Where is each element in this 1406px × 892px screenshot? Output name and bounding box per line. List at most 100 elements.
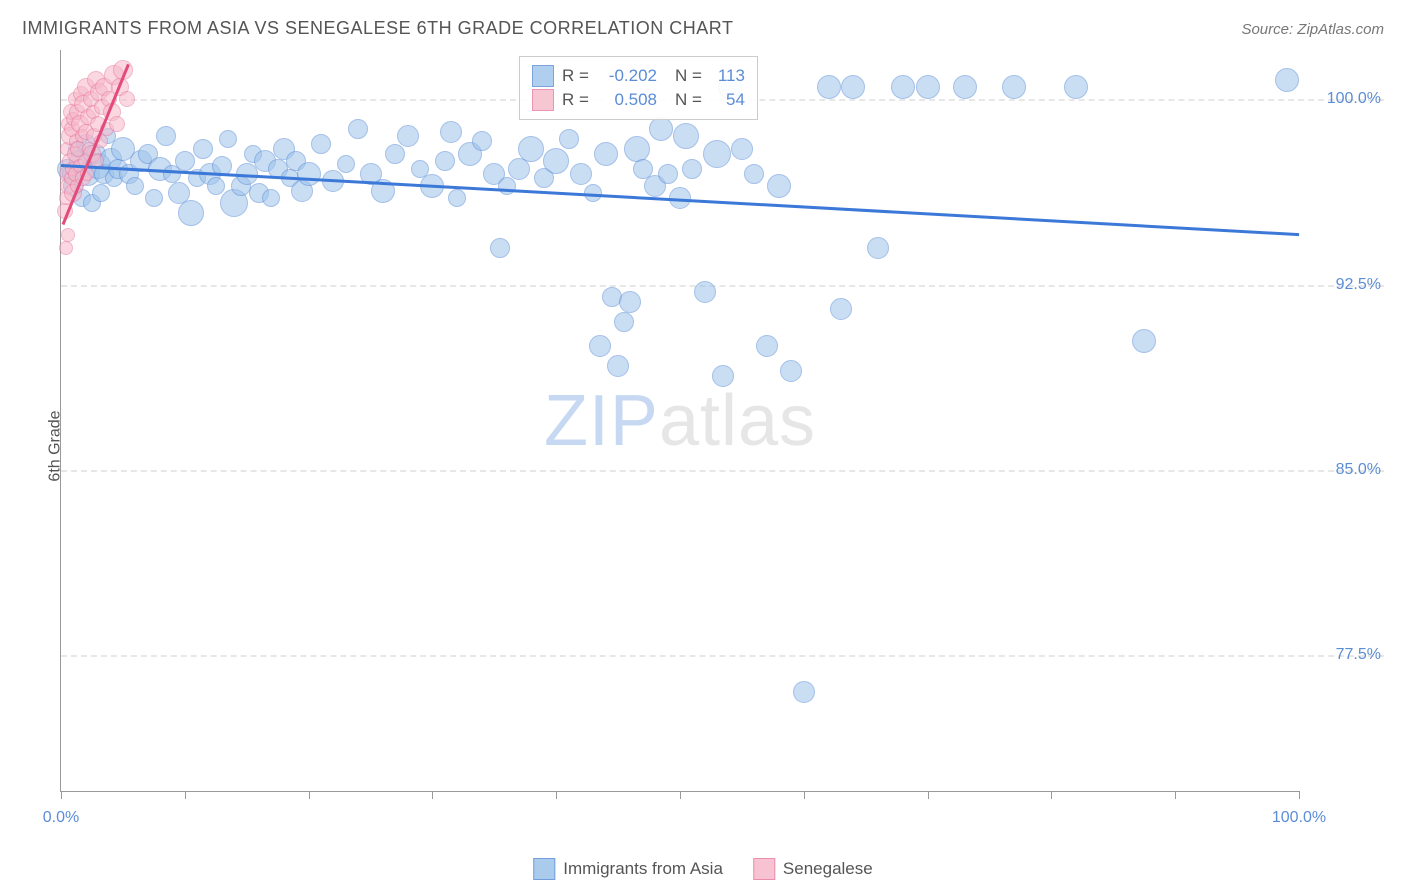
data-point: [682, 159, 702, 179]
x-tick: [804, 791, 805, 799]
x-tick: [309, 791, 310, 799]
legend-swatch: [532, 65, 554, 87]
data-point: [607, 355, 629, 377]
data-point: [61, 228, 75, 242]
data-point: [109, 116, 125, 132]
data-point: [178, 200, 204, 226]
watermark-part2: atlas: [659, 381, 816, 461]
data-point: [619, 291, 641, 313]
x-tick: [1299, 791, 1300, 799]
data-point: [594, 142, 618, 166]
data-point: [793, 681, 815, 703]
data-point: [472, 131, 492, 151]
data-point: [756, 335, 778, 357]
data-point: [559, 129, 579, 149]
data-point: [297, 162, 321, 186]
legend-n-label: N =: [675, 90, 702, 110]
x-tick: [1051, 791, 1052, 799]
x-tick-label: 100.0%: [1272, 809, 1326, 827]
legend-swatch: [533, 858, 555, 880]
data-point: [767, 174, 791, 198]
data-point: [1002, 75, 1026, 99]
data-point: [397, 125, 419, 147]
legend-r-label: R =: [562, 66, 589, 86]
legend-swatch: [753, 858, 775, 880]
grid-line: [61, 470, 1384, 472]
x-tick: [556, 791, 557, 799]
legend-n-label: N =: [675, 66, 702, 86]
data-point: [649, 117, 673, 141]
legend-swatch: [532, 89, 554, 111]
correlation-legend: R = -0.202N = 113R = 0.508N = 54: [519, 56, 758, 120]
data-point: [435, 151, 455, 171]
x-tick: [432, 791, 433, 799]
data-point: [175, 151, 195, 171]
data-point: [156, 126, 176, 146]
data-point: [193, 139, 213, 159]
legend-row: R = -0.202 N = 113: [532, 65, 745, 87]
data-point: [744, 164, 764, 184]
source-label: Source: ZipAtlas.com: [1241, 21, 1384, 38]
data-point: [311, 134, 331, 154]
data-point: [703, 140, 731, 168]
grid-line: [61, 285, 1384, 287]
y-tick-label: 77.5%: [1306, 646, 1381, 664]
data-point: [658, 164, 678, 184]
data-point: [916, 75, 940, 99]
data-point: [348, 119, 368, 139]
data-point: [712, 365, 734, 387]
data-point: [780, 360, 802, 382]
data-point: [119, 91, 135, 107]
data-point: [694, 281, 716, 303]
data-point: [841, 75, 865, 99]
data-point: [518, 136, 544, 162]
legend-r-value: -0.202: [597, 66, 657, 86]
data-point: [126, 177, 144, 195]
x-tick: [185, 791, 186, 799]
data-point: [867, 237, 889, 259]
y-tick-label: 100.0%: [1306, 90, 1381, 108]
legend-r-value: 0.508: [597, 90, 657, 110]
data-point: [262, 189, 280, 207]
data-point: [59, 241, 73, 255]
legend-label: Immigrants from Asia: [563, 859, 723, 879]
legend-n-value: 113: [710, 66, 745, 86]
data-point: [543, 148, 569, 174]
data-point: [1275, 68, 1299, 92]
data-point: [1132, 329, 1156, 353]
data-point: [490, 238, 510, 258]
grid-line: [61, 655, 1384, 657]
data-point: [589, 335, 611, 357]
bottom-legend-item: Immigrants from Asia: [533, 858, 723, 880]
watermark-part1: ZIP: [544, 381, 659, 461]
x-tick-label: 0.0%: [43, 809, 79, 827]
legend-r-label: R =: [562, 90, 589, 110]
data-point: [92, 184, 110, 202]
data-point: [614, 312, 634, 332]
scatter-plot: ZIPatlas 100.0%92.5%85.0%77.5%0.0%100.0%…: [60, 50, 1299, 792]
data-point: [830, 298, 852, 320]
data-point: [817, 75, 841, 99]
data-point: [207, 177, 225, 195]
data-point: [731, 138, 753, 160]
data-point: [219, 130, 237, 148]
x-tick: [928, 791, 929, 799]
y-tick-label: 92.5%: [1306, 276, 1381, 294]
bottom-legend: Immigrants from Asia Senegalese: [533, 858, 872, 880]
data-point: [570, 163, 592, 185]
data-point: [673, 123, 699, 149]
legend-label: Senegalese: [783, 859, 873, 879]
data-point: [891, 75, 915, 99]
data-point: [953, 75, 977, 99]
y-tick-label: 85.0%: [1306, 461, 1381, 479]
x-tick: [680, 791, 681, 799]
data-point: [145, 189, 163, 207]
bottom-legend-item: Senegalese: [753, 858, 873, 880]
watermark: ZIPatlas: [544, 380, 816, 462]
data-point: [337, 155, 355, 173]
x-tick: [1175, 791, 1176, 799]
data-point: [385, 144, 405, 164]
chart-title: IMMIGRANTS FROM ASIA VS SENEGALESE 6TH G…: [22, 18, 733, 39]
data-point: [440, 121, 462, 143]
data-point: [448, 189, 466, 207]
